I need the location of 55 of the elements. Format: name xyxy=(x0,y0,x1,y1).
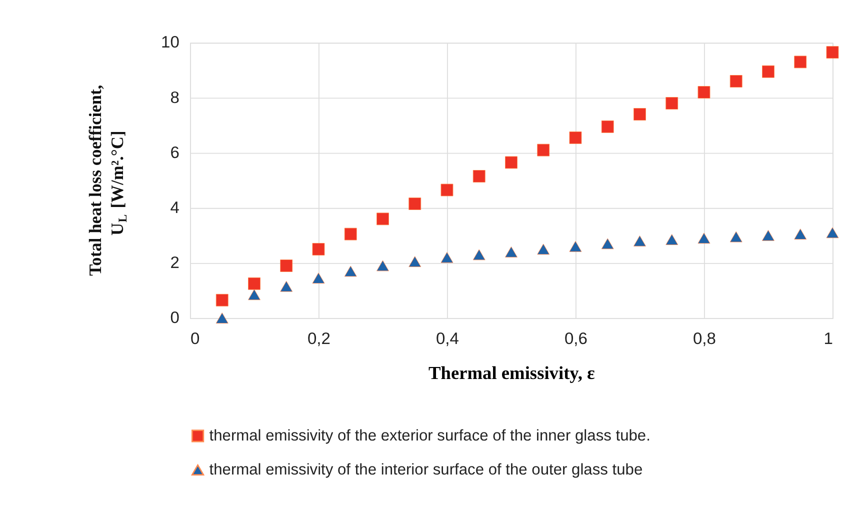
point xyxy=(248,277,260,290)
y-tick-label: 0 xyxy=(170,308,180,328)
y-tick-label: 6 xyxy=(170,142,180,162)
point xyxy=(280,280,293,292)
point xyxy=(569,131,582,144)
x-tick-label: 0,2 xyxy=(307,329,330,348)
point xyxy=(537,144,550,156)
point xyxy=(601,120,614,133)
point xyxy=(408,256,422,268)
point xyxy=(730,75,742,88)
point xyxy=(472,249,486,260)
point xyxy=(216,294,228,306)
point xyxy=(826,227,839,238)
x-tick-label: 0,6 xyxy=(564,329,588,348)
x-axis-title: Thermal emissivity, ε xyxy=(428,363,596,384)
legend-label: thermal emissivity of the exterior surface of the inner glass tube. xyxy=(209,428,650,445)
point xyxy=(698,86,710,98)
point xyxy=(794,56,807,68)
point xyxy=(666,97,678,110)
point xyxy=(280,260,293,272)
point xyxy=(601,238,614,250)
point xyxy=(344,228,357,240)
x-tick-label: 0,4 xyxy=(436,329,459,348)
y-tick-label: 10 xyxy=(161,32,180,52)
point xyxy=(472,170,486,182)
point xyxy=(634,236,646,246)
point xyxy=(505,246,518,258)
point xyxy=(762,230,774,241)
point xyxy=(666,234,678,245)
x-tick-label: 1 xyxy=(824,329,833,348)
point xyxy=(440,252,454,263)
point xyxy=(376,212,389,226)
point xyxy=(216,312,228,324)
point xyxy=(698,232,710,244)
point xyxy=(537,244,550,255)
point xyxy=(569,241,582,252)
point xyxy=(376,260,389,272)
point xyxy=(634,108,646,120)
x-tick-label: 0,8 xyxy=(692,329,716,348)
y-tick-label: 2 xyxy=(170,253,180,272)
point xyxy=(312,242,325,256)
point xyxy=(730,231,742,242)
point xyxy=(794,228,807,240)
point xyxy=(408,198,422,210)
legend-label: thermal emissivity of the interior surface of the outer glass tube xyxy=(209,462,643,479)
point xyxy=(826,46,839,59)
point xyxy=(248,289,260,300)
point xyxy=(440,184,454,196)
point xyxy=(762,65,774,78)
point xyxy=(505,156,518,169)
x-tick-label: 0 xyxy=(190,329,200,348)
point xyxy=(312,272,325,284)
point xyxy=(344,266,357,277)
y-tick-label: 8 xyxy=(170,88,180,107)
y-tick-label: 4 xyxy=(170,198,180,217)
